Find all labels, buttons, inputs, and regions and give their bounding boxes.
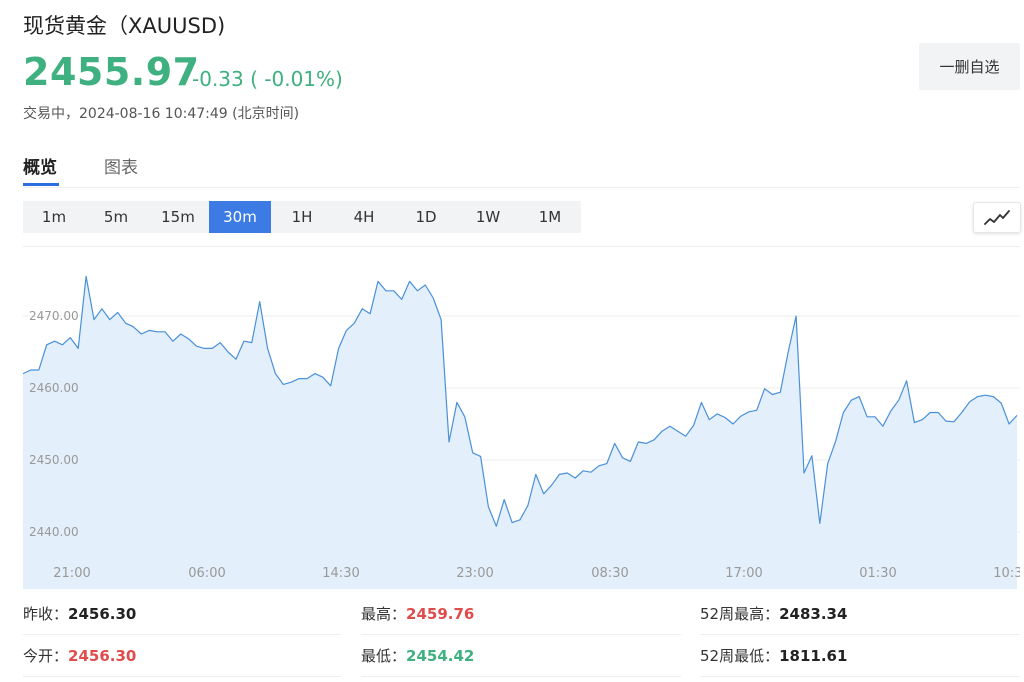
period-1h[interactable]: 1H (291, 208, 313, 226)
x-tick-label: 08:30 (591, 566, 628, 581)
stat-prev-close: 昨收：2456.30 (23, 594, 341, 635)
x-tick-label: 17:00 (725, 566, 762, 581)
stat-low: 最低：2454.42 (361, 636, 681, 677)
period-1mo[interactable]: 1M (538, 208, 562, 226)
price-chart-svg: 2440.00 2450.00 2460.00 2470.00 21:00 06:00 1… (23, 246, 1020, 589)
stat-high: 最高：2459.76 (361, 594, 681, 635)
trading-status: 交易中，2024-08-16 10:47:49 (北京时间) (23, 106, 300, 122)
stat-value: 2459.76 (406, 605, 475, 623)
stat-value: 2456.30 (68, 647, 137, 665)
active-tab-indicator (23, 183, 59, 186)
y-tick-label: 2460.00 (29, 381, 79, 395)
stat-label: 52周最高： (700, 605, 780, 623)
price-line (23, 275, 1018, 527)
period-4h[interactable]: 4H (353, 208, 375, 226)
period-1m[interactable]: 1m (41, 208, 67, 226)
y-tick-label: 2440.00 (29, 525, 79, 539)
line-chart-icon (984, 209, 1010, 225)
x-tick-label: 06:00 (188, 566, 225, 581)
period-selector: 1m 5m 15m 30m 1H 4H 1D 1W 1M (23, 201, 581, 233)
x-tick-label: 10:30 (993, 566, 1020, 581)
period-1w[interactable]: 1W (475, 208, 501, 226)
stat-label: 52周最低： (700, 647, 780, 665)
stat-value: 2454.42 (406, 647, 475, 665)
tab-chart[interactable]: 图表 (104, 158, 138, 178)
stat-label: 昨收： (23, 605, 69, 623)
stat-label: 最低： (361, 647, 407, 665)
page-title: 现货黄金（XAUUSD) (23, 14, 226, 38)
stat-open: 今开：2456.30 (23, 636, 341, 677)
x-tick-label: 14:30 (322, 566, 359, 581)
y-tick-label: 2470.00 (29, 309, 79, 323)
stat-52w-high: 52周最高：2483.34 (700, 594, 1020, 635)
tab-overview[interactable]: 概览 (23, 158, 57, 178)
x-tick-label: 01:30 (859, 566, 896, 581)
remove-watchlist-button[interactable]: 一删自选 (919, 43, 1020, 90)
period-5m[interactable]: 5m (103, 208, 129, 226)
price-change: -0.33 ( -0.01%) (192, 67, 343, 91)
stat-label: 最高： (361, 605, 407, 623)
stat-value: 1811.61 (779, 647, 848, 665)
price-area (23, 276, 1017, 589)
y-tick-label: 2450.00 (29, 453, 79, 467)
stat-value: 2483.34 (779, 605, 848, 623)
stat-52w-low: 52周最低：1811.61 (700, 636, 1020, 677)
x-tick-label: 21:00 (53, 566, 90, 581)
x-tick-label: 23:00 (456, 566, 493, 581)
period-15m[interactable]: 15m (161, 208, 195, 226)
stat-label: 今开： (23, 647, 69, 665)
price-chart[interactable]: 2440.00 2450.00 2460.00 2470.00 21:00 06:00 1… (23, 246, 1020, 589)
stat-value: 2456.30 (68, 605, 137, 623)
tab-bar: 概览 图表 (23, 150, 1020, 188)
current-price: 2455.97 (23, 50, 200, 94)
chart-type-button[interactable] (973, 202, 1021, 233)
period-1d[interactable]: 1D (415, 208, 437, 226)
period-30m[interactable]: 30m (209, 201, 271, 233)
